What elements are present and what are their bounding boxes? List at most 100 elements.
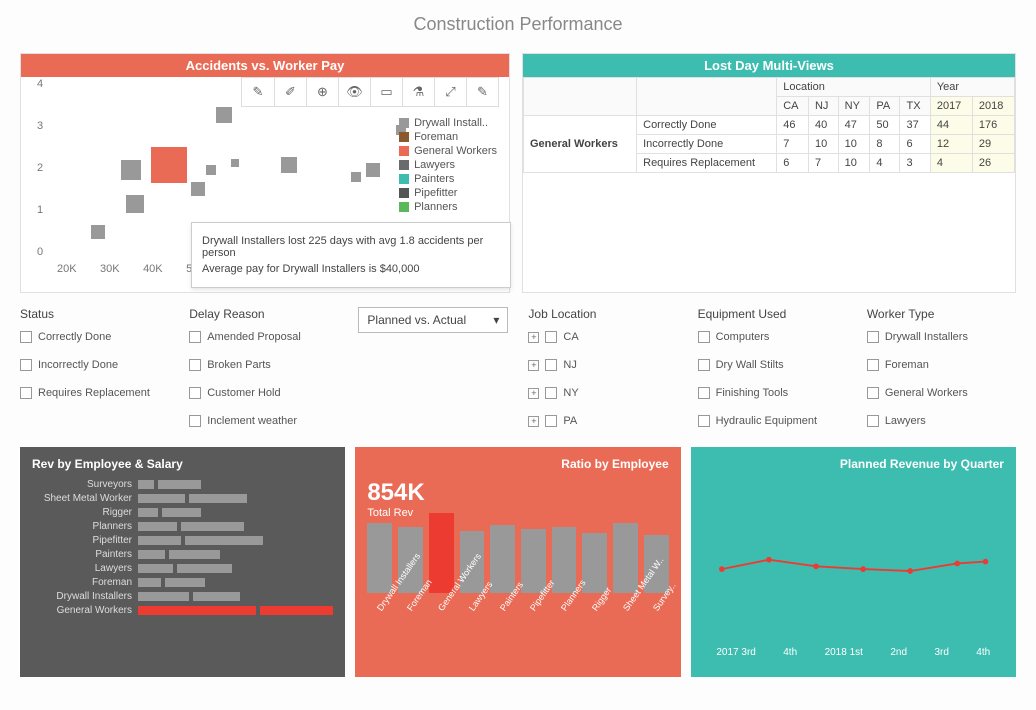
table-panel: Lost Day Multi-Views Location Year CANJN… (522, 53, 1016, 293)
scatter-point[interactable] (121, 160, 141, 180)
hbar-row[interactable]: Lawyers (32, 563, 333, 574)
checkbox[interactable] (698, 331, 710, 343)
filter-item[interactable]: Dry Wall Stilts (698, 359, 847, 371)
legend-item[interactable]: General Workers (399, 145, 497, 157)
toolbar-button[interactable]: ▭ (370, 78, 402, 106)
checkbox[interactable] (189, 387, 201, 399)
hbar-row[interactable]: Painters (32, 549, 333, 560)
filter-item[interactable]: Amended Proposal (189, 331, 338, 343)
filter-item[interactable]: Lawyers (867, 415, 1016, 427)
filter-item[interactable]: Requires Replacement (20, 387, 169, 399)
scatter-point[interactable] (366, 163, 380, 177)
planned-actual-dropdown[interactable]: Planned vs. Actual▾ (358, 307, 508, 333)
line-xtick: 2017 3rd (716, 647, 755, 658)
checkbox[interactable] (867, 415, 879, 427)
checkbox[interactable] (189, 359, 201, 371)
toolbar-button[interactable]: ✐ (274, 78, 306, 106)
checkbox[interactable] (867, 331, 879, 343)
toolbar-button[interactable]: ⤢ (434, 78, 466, 106)
filter-item[interactable]: Incorrectly Done (20, 359, 169, 371)
vbar[interactable]: General Workers (429, 513, 454, 617)
legend-item[interactable]: Lawyers (399, 159, 497, 171)
checkbox[interactable] (545, 331, 557, 343)
filter-item[interactable]: Inclement weather (189, 415, 338, 427)
vbar[interactable]: Drywall Installers (367, 523, 392, 617)
filter-item[interactable]: Customer Hold (189, 387, 338, 399)
checkbox[interactable] (20, 331, 32, 343)
line-chart[interactable] (703, 501, 1004, 641)
scatter-point[interactable] (281, 157, 297, 173)
page-title: Construction Performance (20, 14, 1016, 35)
filter-item[interactable]: Broken Parts (189, 359, 338, 371)
hbar-row[interactable]: Pipefitter (32, 535, 333, 546)
vbar[interactable]: Painters (490, 525, 515, 617)
filter-item[interactable]: Finishing Tools (698, 387, 847, 399)
y-tick: 0 (37, 246, 43, 258)
line-xtick: 3rd (934, 647, 948, 658)
checkbox[interactable] (20, 359, 32, 371)
checkbox[interactable] (189, 415, 201, 427)
checkbox[interactable] (698, 415, 710, 427)
vbar[interactable]: Planners (552, 527, 577, 617)
expand-icon[interactable]: + (528, 388, 539, 399)
y-tick: 2 (37, 162, 43, 174)
scatter-point[interactable] (206, 165, 216, 175)
scatter-point[interactable] (126, 195, 144, 213)
filter-item[interactable]: Hydraulic Equipment (698, 415, 847, 427)
vbar[interactable]: Rigger (582, 533, 607, 617)
filters-row: Status Correctly DoneIncorrectly DoneReq… (20, 307, 1016, 437)
legend-item[interactable]: Painters (399, 173, 497, 185)
vbar[interactable]: Pipefitter (521, 529, 546, 617)
hbar-row[interactable]: Foreman (32, 577, 333, 588)
scatter-point[interactable] (351, 172, 361, 182)
hbar-row[interactable]: Drywall Installers (32, 591, 333, 602)
line-xtick: 2018 1st (825, 647, 863, 658)
checkbox[interactable] (189, 331, 201, 343)
scatter-point[interactable] (216, 107, 232, 123)
filter-item[interactable]: +PA (528, 415, 677, 427)
filter-jobloc: Job Location +CA+NJ+NY+PA (528, 307, 677, 437)
toolbar-button[interactable]: ✎ (242, 78, 274, 106)
hbar-row[interactable]: Surveyors (32, 479, 333, 490)
checkbox[interactable] (545, 359, 557, 371)
toolbar-button[interactable]: 👁 (338, 78, 370, 106)
scatter-point[interactable] (191, 182, 205, 196)
filter-item[interactable]: +CA (528, 331, 677, 343)
vbar[interactable]: Sheet Metal W.. (613, 523, 638, 617)
filter-item[interactable]: Foreman (867, 359, 1016, 371)
hbar-row[interactable]: Rigger (32, 507, 333, 518)
expand-icon[interactable]: + (528, 360, 539, 371)
filter-item[interactable]: Drywall Installers (867, 331, 1016, 343)
filter-item[interactable]: +NY (528, 387, 677, 399)
line-xtick: 4th (976, 647, 990, 658)
expand-icon[interactable]: + (528, 332, 539, 343)
filter-item[interactable]: +NJ (528, 359, 677, 371)
checkbox[interactable] (698, 359, 710, 371)
checkbox[interactable] (545, 387, 557, 399)
checkbox[interactable] (545, 415, 557, 427)
scatter-legend: Drywall Install.. Foreman General Workers L… (399, 117, 497, 215)
toolbar-button[interactable]: ⚗ (402, 78, 434, 106)
expand-icon[interactable]: + (528, 416, 539, 427)
hbar-row[interactable]: Sheet Metal Worker (32, 493, 333, 504)
legend-item[interactable]: Planners (399, 201, 497, 213)
chevron-down-icon: ▾ (493, 313, 499, 327)
legend-item[interactable]: Drywall Install.. (399, 117, 497, 129)
checkbox[interactable] (867, 387, 879, 399)
checkbox[interactable] (20, 387, 32, 399)
line-xtick: 4th (783, 647, 797, 658)
scatter-point[interactable] (91, 225, 105, 239)
toolbar-button[interactable]: ✎ (466, 78, 498, 106)
filter-item[interactable]: Correctly Done (20, 331, 169, 343)
hbar-row[interactable]: General Workers (32, 605, 333, 616)
checkbox[interactable] (867, 359, 879, 371)
checkbox[interactable] (698, 387, 710, 399)
scatter-point[interactable] (231, 159, 239, 167)
legend-item[interactable]: Foreman (399, 131, 497, 143)
filter-item[interactable]: General Workers (867, 387, 1016, 399)
legend-item[interactable]: Pipefitter (399, 187, 497, 199)
toolbar-button[interactable]: ⊕ (306, 78, 338, 106)
hbar-row[interactable]: Planners (32, 521, 333, 532)
scatter-point[interactable] (151, 147, 187, 183)
filter-item[interactable]: Computers (698, 331, 847, 343)
